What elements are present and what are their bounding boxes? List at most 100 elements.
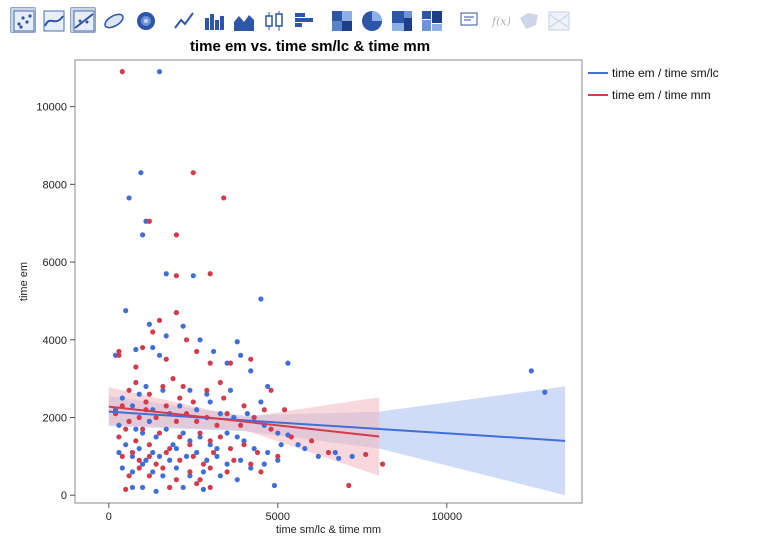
data-point-mm	[207, 484, 213, 491]
data-point-sm-lc	[251, 445, 257, 452]
pie-icon[interactable]	[358, 7, 384, 33]
map-shape-icon[interactable]	[515, 7, 541, 33]
data-point-mm	[217, 434, 223, 440]
data-point-sm-lc	[241, 438, 247, 444]
data-point-mm	[190, 399, 196, 405]
data-point-sm-lc	[129, 484, 136, 491]
y-tick-label: 0	[61, 490, 67, 502]
data-point-sm-lc	[180, 484, 186, 491]
bar-icon[interactable]	[200, 7, 226, 33]
data-point-mm	[207, 438, 213, 444]
data-point-sm-lc	[123, 308, 129, 314]
data-point-sm-lc	[234, 434, 240, 440]
formula-icon[interactable]: f(x)	[485, 7, 511, 33]
data-point-sm-lc	[187, 473, 193, 479]
x-tick-label: 5000	[266, 511, 290, 523]
data-point-mm	[194, 418, 200, 424]
data-point-mm	[207, 360, 213, 366]
data-point-sm-lc	[156, 453, 163, 459]
data-point-sm-lc	[258, 296, 264, 302]
data-point-sm-lc	[244, 411, 250, 417]
data-point-mm	[126, 418, 132, 424]
data-point-mm	[183, 337, 190, 343]
data-point-sm-lc	[180, 323, 186, 329]
data-point-sm-lc	[187, 438, 193, 444]
data-point-sm-lc	[200, 469, 207, 475]
data-point-sm-lc	[315, 453, 321, 459]
data-point-mm	[167, 445, 173, 452]
data-point-sm-lc	[278, 442, 284, 448]
legend-label: time em / time mm	[612, 88, 711, 102]
data-point-sm-lc	[123, 442, 129, 448]
contour-icon[interactable]	[132, 7, 158, 33]
line-icon[interactable]	[170, 7, 196, 33]
data-point-mm	[116, 434, 122, 440]
data-point-mm	[258, 469, 264, 475]
legend-label: time em / time sm/lc	[612, 66, 719, 80]
data-point-sm-lc	[238, 457, 244, 463]
data-point-mm	[140, 426, 146, 432]
data-point-sm-lc	[190, 273, 196, 279]
data-point-sm-lc	[207, 442, 213, 448]
data-point-sm-lc	[285, 360, 291, 366]
data-point-sm-lc	[140, 430, 146, 436]
data-point-mm	[163, 403, 169, 409]
data-point-mm	[119, 453, 125, 459]
data-point-mm	[217, 379, 223, 386]
data-point-mm	[248, 461, 254, 467]
data-point-sm-lc	[217, 411, 223, 417]
data-point-sm-lc	[129, 403, 136, 409]
data-point-mm	[231, 457, 237, 463]
data-point-sm-lc	[234, 477, 240, 483]
data-point-sm-lc	[265, 383, 271, 390]
area-icon[interactable]	[230, 7, 256, 33]
legend-swatch	[588, 94, 608, 96]
heatmap-icon[interactable]	[328, 7, 354, 33]
mosaic-icon[interactable]	[418, 7, 444, 33]
data-point-mm	[136, 457, 142, 463]
fit-line-sm-lc	[108, 410, 566, 442]
data-point-sm-lc	[197, 337, 203, 343]
data-point-mm	[123, 486, 129, 492]
box-plot-icon[interactable]	[260, 7, 286, 33]
data-point-mm	[197, 430, 203, 436]
data-point-mm	[325, 449, 332, 456]
data-point-mm	[221, 395, 227, 401]
data-point-sm-lc	[234, 339, 240, 345]
data-point-mm	[146, 218, 152, 224]
smoother-icon[interactable]	[40, 7, 66, 33]
data-point-sm-lc	[156, 352, 163, 358]
caption-box-icon[interactable]	[455, 7, 481, 33]
data-point-mm	[275, 453, 281, 459]
data-point-mm	[170, 376, 176, 382]
data-point-mm	[173, 477, 179, 483]
data-point-sm-lc	[150, 469, 156, 475]
data-point-mm	[136, 465, 142, 471]
histogram-icon[interactable]	[290, 7, 316, 33]
treemap-icon[interactable]	[388, 7, 414, 33]
data-point-mm	[251, 414, 257, 421]
line-of-fit-icon[interactable]	[70, 7, 96, 33]
data-point-sm-lc	[183, 453, 190, 459]
y-tick-label: 4000	[43, 335, 67, 347]
data-point-mm	[187, 469, 193, 475]
y-tick-label: 6000	[43, 257, 67, 269]
data-point-mm	[167, 484, 173, 491]
data-point-sm-lc	[332, 449, 338, 456]
ellipse-icon[interactable]	[100, 7, 126, 33]
data-point-sm-lc	[214, 445, 220, 452]
x-tick-label: 10000	[432, 511, 463, 523]
data-point-sm-lc	[197, 434, 203, 440]
points-icon[interactable]	[10, 7, 36, 33]
data-point-sm-lc	[153, 434, 159, 440]
data-point-mm	[379, 461, 386, 467]
data-point-mm	[136, 414, 142, 421]
data-point-sm-lc	[194, 407, 200, 413]
data-point-mm	[194, 348, 200, 355]
data-point-sm-lc	[150, 449, 156, 456]
data-point-mm	[140, 344, 146, 351]
parallel-icon[interactable]	[545, 7, 571, 33]
data-point-sm-lc	[116, 422, 122, 428]
fit-line-mm	[108, 405, 380, 438]
data-point-mm	[214, 422, 220, 428]
